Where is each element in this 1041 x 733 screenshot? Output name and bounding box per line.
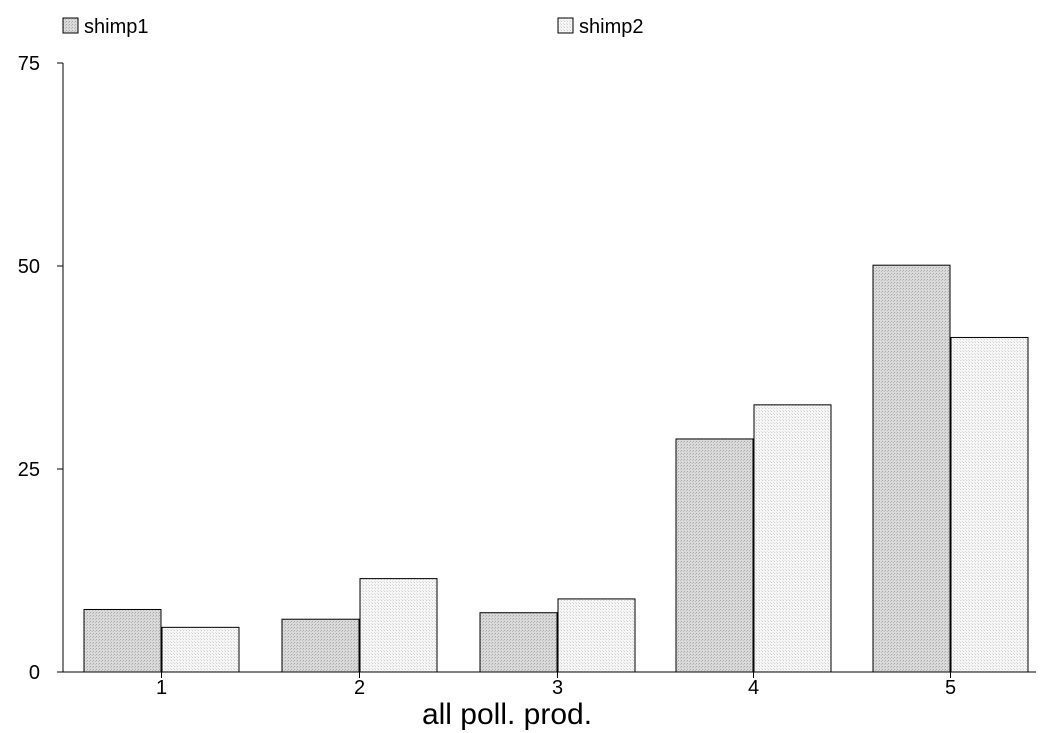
bar-shimp1-5	[872, 264, 951, 673]
x-tick-label: 2	[354, 677, 365, 699]
x-tick-label: 4	[748, 677, 759, 699]
x-axis-title: all poll. prod.	[422, 698, 592, 731]
y-tick-label: 75	[18, 53, 40, 75]
legend: shimp1 shimp2	[62, 16, 643, 38]
y-tick-label: 25	[18, 459, 40, 481]
x-tick-label: 5	[945, 677, 956, 699]
bar-shimp1-2	[281, 618, 360, 673]
x-tick-label: 3	[552, 677, 563, 699]
bars-group	[83, 264, 1029, 673]
y-tick-label: 50	[18, 256, 40, 278]
y-axis-ticks: 0 25 50 75	[18, 53, 63, 684]
legend-item-shimp2: shimp2	[557, 16, 643, 38]
bar-shimp1-4	[675, 438, 754, 673]
bar-shimp1-1	[83, 608, 162, 673]
legend-label-shimp1: shimp1	[84, 16, 148, 38]
legend-swatch-shimp1	[62, 17, 79, 34]
bar-shimp1-3	[479, 612, 558, 673]
legend-item-shimp1: shimp1	[62, 16, 148, 38]
bar-shimp2-1	[161, 626, 240, 673]
bar-shimp2-3	[557, 598, 636, 673]
x-tick-label: 1	[156, 677, 167, 699]
bar-shimp2-2	[359, 578, 438, 673]
legend-swatch-shimp2	[557, 17, 574, 34]
bar-shimp2-4	[753, 404, 832, 673]
y-tick-label: 0	[29, 662, 40, 684]
bar-shimp2-5	[950, 336, 1029, 673]
x-axis-ticks: 1 2 3 4 5	[156, 672, 956, 699]
legend-label-shimp2: shimp2	[579, 16, 643, 38]
